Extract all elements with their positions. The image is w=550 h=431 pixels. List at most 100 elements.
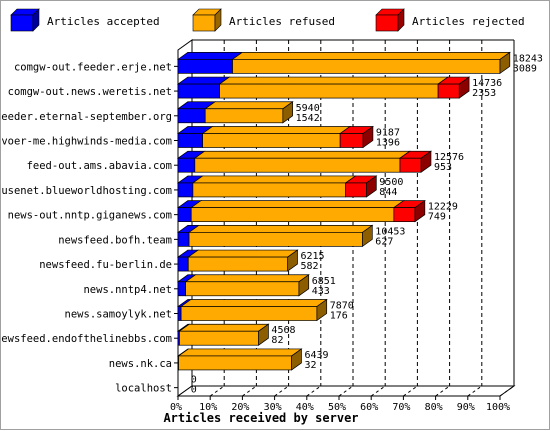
accepted-label: 844 (379, 187, 397, 198)
bar-segment (177, 281, 186, 297)
total-label: 4568 (271, 325, 295, 336)
bar-segment-side (258, 323, 269, 346)
x-axis-ticks: 0% 10% 20% 30% 40% 50% 60% 70% 80% 90% 100% (170, 396, 510, 413)
bar-segment-side (414, 199, 426, 223)
bar-segment (177, 232, 190, 247)
legend-label: Articles rejected (412, 15, 525, 28)
bar-segment-top (201, 126, 352, 134)
category-label: comgw-out.feeder.erje.net (14, 61, 172, 73)
total-label: 6439 (304, 350, 328, 361)
floor-gridline (338, 385, 354, 397)
category-label: news-out.nntp.giganews.com (8, 210, 172, 222)
x-tick-label: 90% (457, 402, 475, 413)
accepted-label: 2353 (472, 88, 496, 99)
total-label: 6851 (312, 276, 336, 287)
legend-swatch-side (397, 8, 405, 32)
bar-segment (393, 207, 416, 222)
accepted-label: 1542 (296, 113, 320, 124)
floor-gridline (242, 385, 257, 397)
bar-segment-side (499, 51, 511, 75)
floor-gridline (499, 385, 515, 397)
total-label: 5940 (296, 103, 320, 114)
bar-segment (339, 133, 364, 148)
value-labels: 1824330891473623535940154291871396125769… (191, 53, 543, 395)
bar-segment-top (218, 76, 449, 85)
x-tick-label: 20% (231, 402, 249, 413)
legend-swatch-side (32, 8, 40, 32)
bar-segment (399, 157, 422, 173)
bar-segment (190, 207, 395, 222)
total-label: 9500 (379, 177, 403, 188)
floor-gridline (274, 385, 289, 397)
bar-segment (177, 133, 203, 148)
category-label: news.nntp4.net (83, 284, 172, 296)
bar-segment-top (177, 348, 303, 357)
bar-segment (345, 182, 367, 198)
bar-segment (177, 59, 233, 74)
bar-segment-top (231, 52, 511, 60)
floor-gridline (370, 385, 386, 397)
bar-segment (177, 306, 182, 321)
category-label: newsfeed.endofthelinebbs.com (1, 333, 172, 345)
bar-segment-side (366, 175, 377, 198)
y-axis-labels: comgw-out.feeder.erje.net comgw-out.news.… (1, 61, 178, 395)
bar-segment-top (193, 150, 411, 159)
bar-segment (202, 133, 341, 148)
legend-label: Articles accepted (47, 15, 160, 28)
bar-segment-top (191, 175, 357, 184)
total-label: 14736 (472, 78, 502, 89)
bar-segment (204, 108, 284, 124)
bar-segment-top (190, 200, 405, 208)
bar-segment-top (204, 101, 294, 110)
category-label: newsfeed.fu-berlin.de (39, 259, 172, 271)
total-label: 0 (191, 375, 197, 386)
legend-swatch-side (214, 8, 222, 32)
total-label: 10453 (375, 226, 405, 237)
bar-segment-top (187, 225, 374, 233)
accepted-label: 582 (300, 261, 318, 272)
x-axis-title: Articles received by server (163, 411, 358, 425)
x-tick-label: 10% (199, 402, 217, 413)
x-tick-label: 70% (392, 402, 410, 413)
bar-segment (187, 256, 289, 272)
bar-segment-top (180, 299, 328, 307)
category-label: newsfeed.bofh.team (58, 234, 172, 246)
category-label: localhost (115, 383, 172, 395)
floor-gridline (209, 385, 225, 397)
total-label: 12576 (434, 152, 464, 163)
accepted-label: 627 (375, 236, 393, 247)
x-tick-label: 50% (328, 402, 346, 413)
total-label: 6215 (300, 251, 324, 262)
bar-segment (437, 83, 460, 99)
bar-segment (177, 83, 220, 99)
bar-segment-side (282, 101, 293, 124)
legend-swatch (10, 14, 34, 32)
total-label: 7870 (330, 301, 354, 312)
accepted-label: 3089 (513, 63, 537, 74)
bar-segment-side (316, 298, 328, 322)
bar-segment-top (187, 249, 299, 258)
bar-segment (188, 232, 363, 247)
accepted-label: 749 (428, 212, 446, 223)
total-label: 12229 (428, 202, 458, 213)
accepted-label: 32 (304, 360, 316, 371)
bar-segment (177, 108, 206, 124)
x-tick-label: 0% (170, 402, 182, 413)
bar-segment (177, 256, 189, 272)
bar-segment (178, 355, 293, 371)
floor-gridline (467, 385, 483, 397)
floor-gridline (403, 385, 418, 397)
bars (176, 51, 511, 371)
bar-segment-side (420, 150, 432, 173)
bar-segment (232, 59, 501, 74)
total-label: 9187 (376, 128, 400, 139)
legend: Articles accepted Articles refused Article… (10, 8, 525, 32)
category-label: usenet.blueworldhosting.com (1, 185, 172, 197)
bar-segment (219, 83, 439, 99)
x-tick-label: 100% (486, 402, 510, 413)
bar-segment-top (176, 52, 244, 60)
bar-segment-top (178, 323, 270, 332)
bar-segment-side (291, 348, 302, 371)
